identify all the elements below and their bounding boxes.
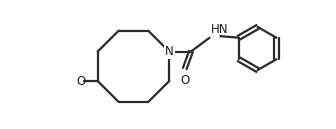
Text: HN: HN [211,23,228,36]
Text: O: O [76,75,85,88]
Text: O: O [180,74,190,87]
Text: N: N [165,45,174,58]
